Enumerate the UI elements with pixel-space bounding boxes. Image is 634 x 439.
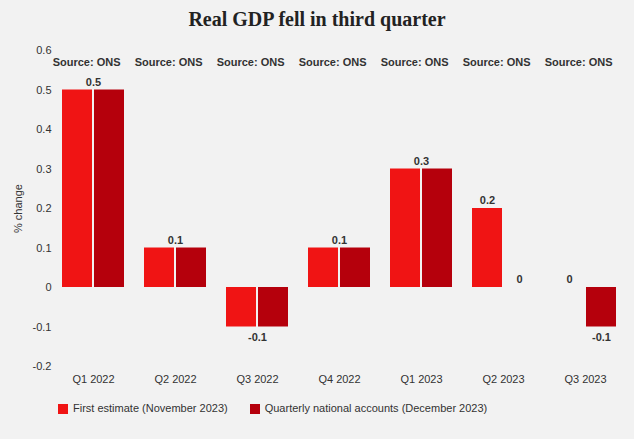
svg-text:Q3 2022: Q3 2022 (236, 373, 278, 385)
svg-text:Source: ONS: Source: ONS (217, 56, 285, 68)
svg-text:0: 0 (566, 273, 572, 285)
svg-text:-0.2: -0.2 (33, 360, 52, 372)
svg-text:0.3: 0.3 (36, 163, 51, 175)
svg-text:0.2: 0.2 (480, 194, 495, 206)
svg-text:-0.1: -0.1 (248, 331, 267, 343)
svg-text:% change: % change (12, 184, 24, 233)
svg-text:0.1: 0.1 (36, 242, 51, 254)
svg-text:Source: ONS: Source: ONS (53, 56, 121, 68)
svg-text:Source: ONS: Source: ONS (299, 56, 367, 68)
svg-text:Source: ONS: Source: ONS (545, 56, 613, 68)
svg-text:Q1 2023: Q1 2023 (400, 373, 442, 385)
svg-text:0.4: 0.4 (36, 123, 51, 135)
svg-text:0.2: 0.2 (36, 202, 51, 214)
svg-text:0: 0 (45, 281, 51, 293)
svg-text:0: 0 (516, 273, 522, 285)
svg-text:0.6: 0.6 (36, 44, 51, 56)
svg-text:Q3 2023: Q3 2023 (564, 373, 606, 385)
html-text:First estimate (November 2023): First estimate (November 2023) (73, 402, 228, 414)
svg-text:0.5: 0.5 (86, 76, 101, 88)
html-text:Quarterly national accounts (D: Quarterly national accounts (December 20… (264, 402, 488, 414)
svg-text:Q1 2022: Q1 2022 (72, 373, 114, 385)
svg-text:0.1: 0.1 (168, 234, 183, 246)
svg-text:-0.1: -0.1 (592, 331, 611, 343)
svg-text:0.1: 0.1 (332, 234, 347, 246)
svg-text:Source: ONS: Source: ONS (135, 56, 203, 68)
svg-text:-0.1: -0.1 (33, 321, 52, 333)
svg-text:0.5: 0.5 (36, 84, 51, 96)
svg-text:Q4 2022: Q4 2022 (318, 373, 360, 385)
html-text:Real GDP fell in third quarter: Real GDP fell in third quarter (188, 8, 446, 30)
svg-text:0.3: 0.3 (414, 155, 429, 167)
svg-text:Source: ONS: Source: ONS (381, 56, 449, 68)
svg-text:Q2 2023: Q2 2023 (482, 373, 524, 385)
svg-text:Source: ONS: Source: ONS (463, 56, 531, 68)
svg-text:Q2 2022: Q2 2022 (154, 373, 196, 385)
